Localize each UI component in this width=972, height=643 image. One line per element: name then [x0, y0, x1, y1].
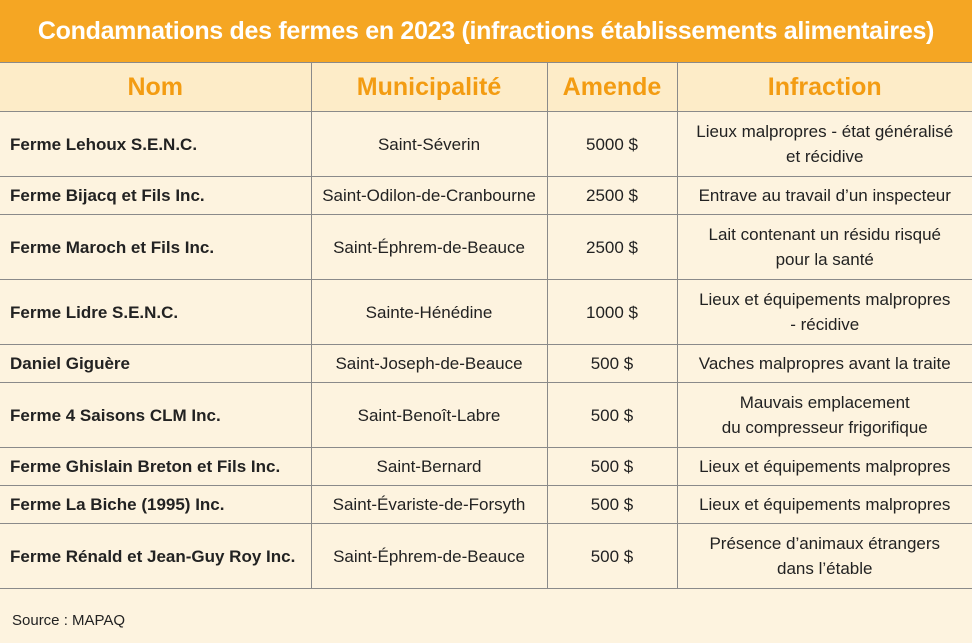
cell-amende: 2500 $ [546, 176, 678, 215]
cell-nom: Ferme 4 Saisons CLM Inc. [0, 382, 312, 448]
cell-amende: 1000 $ [546, 279, 678, 345]
infraction-line-1: Entrave au travail d’un inspecteur [698, 186, 951, 205]
infraction-line-1: Lieux et équipements malpropres [699, 457, 951, 476]
convictions-table: Nom Municipalité Amende Infraction Ferme… [0, 62, 972, 589]
cell-amende: 500 $ [546, 485, 678, 524]
cell-amende: 500 $ [546, 382, 678, 448]
infraction-line-1: Lieux et équipements malpropres [699, 290, 951, 309]
cell-infraction: Lait contenant un résidu risqué pour la s… [676, 214, 972, 280]
cell-infraction: Lieux et équipements malpropres [676, 485, 972, 524]
cell-amende: 500 $ [546, 344, 678, 383]
cell-nom: Ferme Maroch et Fils Inc. [0, 214, 312, 280]
table-row: Ferme Maroch et Fils Inc. Saint-Éphrem-d… [0, 214, 972, 280]
infraction-line-2: et récidive [786, 147, 864, 166]
cell-infraction: Lieux et équipements malpropres [676, 447, 972, 486]
header-municipalite: Municipalité [310, 62, 548, 112]
cell-nom: Ferme Lidre S.E.N.C. [0, 279, 312, 345]
cell-municipalite: Sainte-Hénédine [310, 279, 548, 345]
cell-amende: 500 $ [546, 523, 678, 589]
table-row: Ferme La Biche (1995) Inc. Saint-Évarist… [0, 485, 972, 524]
cell-nom: Daniel Giguère [0, 344, 312, 383]
cell-infraction: Présence d’animaux étrangers dans l’établ… [676, 523, 972, 589]
cell-nom: Ferme Lehoux S.E.N.C. [0, 111, 312, 177]
table-row: Ferme Ghislain Breton et Fils Inc. Saint… [0, 447, 972, 486]
header-row: Nom Municipalité Amende Infraction [0, 62, 972, 112]
cell-amende: 500 $ [546, 447, 678, 486]
cell-infraction: Vaches malpropres avant la traite [676, 344, 972, 383]
infraction-line-1: Vaches malpropres avant la traite [698, 354, 951, 373]
table-row: Daniel Giguère Saint-Joseph-de-Beauce 50… [0, 344, 972, 383]
header-amende: Amende [546, 62, 678, 112]
infraction-line-2: - récidive [790, 315, 860, 334]
infraction-line-1: Lieux malpropres - état généralisé [696, 122, 954, 141]
header-nom: Nom [0, 62, 312, 112]
cell-municipalite: Saint-Évariste-de-Forsyth [310, 485, 548, 524]
cell-amende: 2500 $ [546, 214, 678, 280]
cell-municipalite: Saint-Séverin [310, 111, 548, 177]
cell-municipalite: Saint-Bernard [310, 447, 548, 486]
cell-nom: Ferme Ghislain Breton et Fils Inc. [0, 447, 312, 486]
cell-municipalite: Saint-Odilon-de-Cranbourne [310, 176, 548, 215]
cell-infraction: Lieux malpropres - état généralisé et réc… [676, 111, 972, 177]
table-row: Ferme Rénald et Jean-Guy Roy Inc. Saint-… [0, 523, 972, 589]
cell-municipalite: Saint-Benoît-Labre [310, 382, 548, 448]
cell-nom: Ferme Rénald et Jean-Guy Roy Inc. [0, 523, 312, 589]
cell-municipalite: Saint-Éphrem-de-Beauce [310, 523, 548, 589]
table-row: Ferme Lehoux S.E.N.C. Saint-Séverin 5000… [0, 111, 972, 177]
infraction-line-1: Mauvais emplacement [739, 393, 910, 412]
cell-infraction: Entrave au travail d’un inspecteur [676, 176, 972, 215]
cell-amende: 5000 $ [546, 111, 678, 177]
infraction-line-2: dans l’étable [777, 559, 873, 578]
source-note: Source : MAPAQ [12, 612, 126, 629]
table-title: Condamnations des fermes en 2023 (infrac… [0, 0, 972, 62]
header-infraction: Infraction [676, 62, 972, 112]
infraction-line-2: pour la santé [775, 250, 874, 269]
cell-nom: Ferme Bijacq et Fils Inc. [0, 176, 312, 215]
infraction-line-2: du compresseur frigorifique [721, 418, 928, 437]
cell-infraction: Lieux et équipements malpropres - récidiv… [676, 279, 972, 345]
cell-municipalite: Saint-Éphrem-de-Beauce [310, 214, 548, 280]
cell-infraction: Mauvais emplacement du compresseur frigor… [676, 382, 972, 448]
infraction-line-1: Présence d’animaux étrangers [709, 534, 941, 553]
table-row: Ferme Bijacq et Fils Inc. Saint-Odilon-d… [0, 176, 972, 215]
cell-municipalite: Saint-Joseph-de-Beauce [310, 344, 548, 383]
table-row: Ferme Lidre S.E.N.C. Sainte-Hénédine 100… [0, 279, 972, 345]
cell-nom: Ferme La Biche (1995) Inc. [0, 485, 312, 524]
table-row: Ferme 4 Saisons CLM Inc. Saint-Benoît-La… [0, 382, 972, 448]
infraction-line-1: Lieux et équipements malpropres [699, 495, 951, 514]
infraction-line-1: Lait contenant un résidu risqué [708, 225, 942, 244]
